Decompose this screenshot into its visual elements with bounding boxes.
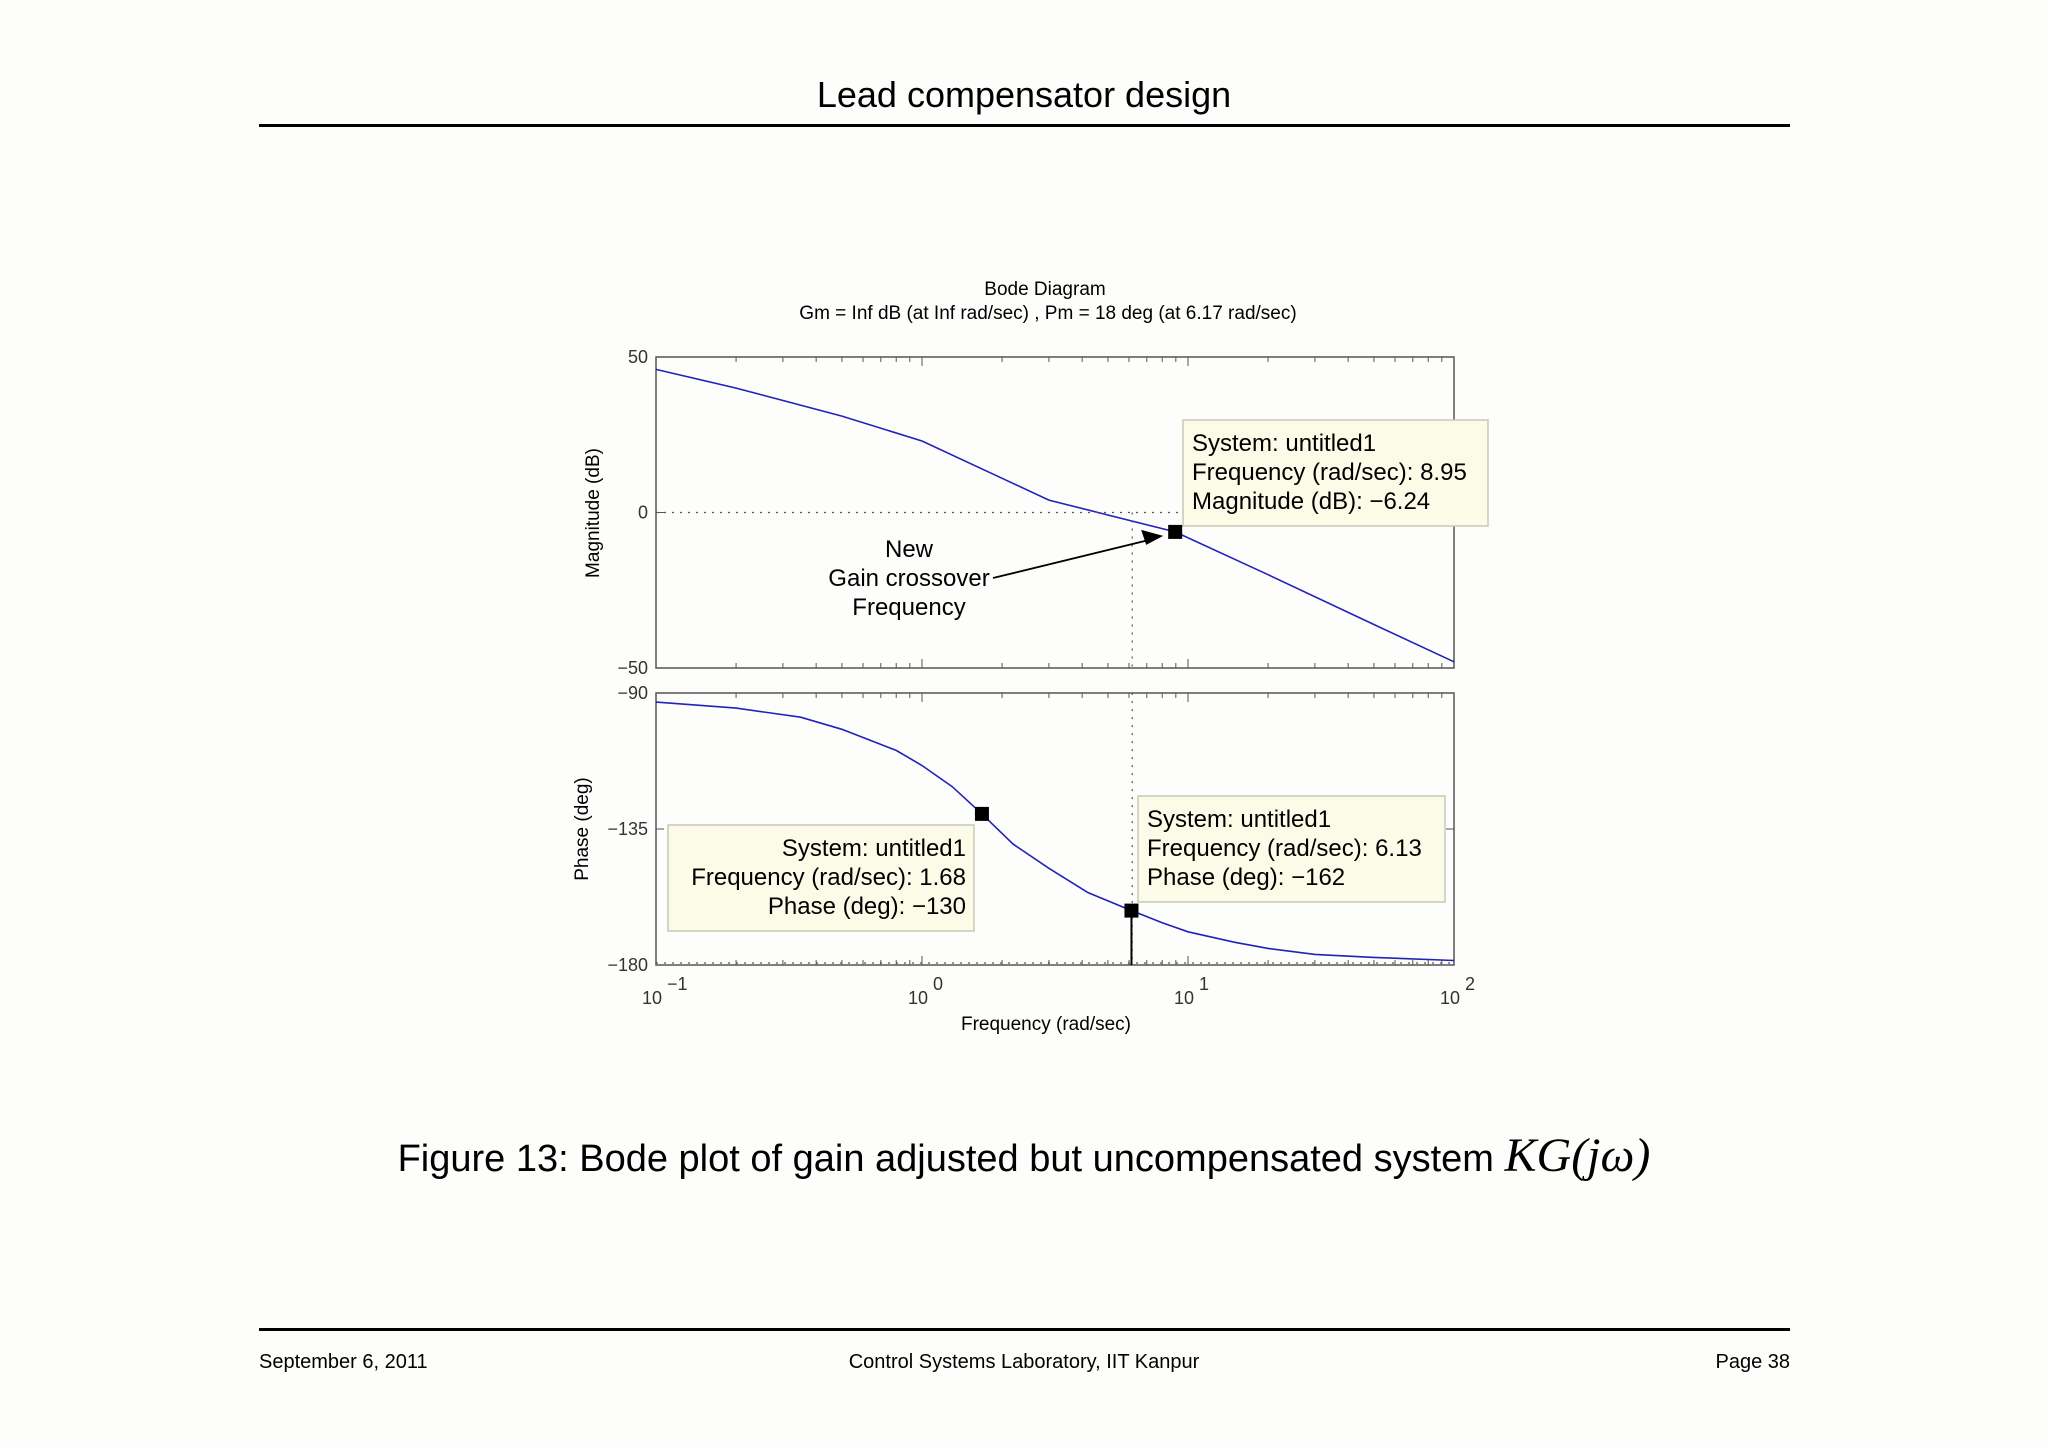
datatip-line: System: untitled1 bbox=[1192, 430, 1376, 457]
phase-y-tick-label: −90 bbox=[617, 683, 648, 703]
magnitude-y-tick-label: 50 bbox=[628, 347, 648, 367]
x-tick-label: 10 bbox=[642, 988, 662, 1008]
caption-math: KG(jω) bbox=[1504, 1129, 1651, 1182]
datatip-marker bbox=[1168, 524, 1183, 539]
datatip-line: Phase (deg): −130 bbox=[768, 893, 966, 920]
x-tick-exponent: 2 bbox=[1465, 974, 1475, 994]
datatip-line: Phase (deg): −162 bbox=[1147, 864, 1345, 891]
footer-lab: Control Systems Laboratory, IIT Kanpur bbox=[848, 1351, 1200, 1373]
x-axis-label: Frequency (rad/sec) bbox=[961, 1014, 1131, 1035]
datatip-marker bbox=[1124, 903, 1139, 918]
phase-y-tick-label: −135 bbox=[607, 819, 648, 839]
datatip-line: System: untitled1 bbox=[782, 835, 966, 862]
caption-text: Figure 13: Bode plot of gain adjusted bu… bbox=[397, 1138, 1494, 1180]
chart-subtitle: Gm = Inf dB (at Inf rad/sec) , Pm = 18 d… bbox=[799, 303, 1296, 324]
phase-series-line bbox=[655, 701, 1455, 962]
annotation-arrowhead bbox=[1141, 529, 1164, 545]
magnitude-y-tick-label: −50 bbox=[617, 658, 648, 678]
datatip-line: Frequency (rad/sec): 6.13 bbox=[1147, 835, 1422, 862]
datatip-line: Frequency (rad/sec): 1.68 bbox=[691, 864, 966, 891]
footer-date: September 6, 2011 bbox=[259, 1351, 428, 1373]
datatip-marker bbox=[974, 806, 989, 821]
annotation-arrow bbox=[992, 538, 1154, 579]
phase-y-tick-label: −180 bbox=[607, 955, 648, 975]
figure-caption: Figure 13: Bode plot of gain adjusted bu… bbox=[0, 1128, 2048, 1183]
chart-title: Bode Diagram bbox=[984, 279, 1105, 300]
magnitude-y-tick-label: 0 bbox=[638, 503, 648, 523]
slide-title: Lead compensator design bbox=[816, 74, 1232, 115]
header-rule bbox=[259, 124, 1790, 127]
x-tick-label: 10 bbox=[908, 988, 928, 1008]
x-tick-label: 10 bbox=[1440, 988, 1460, 1008]
datatip-box bbox=[1137, 795, 1446, 903]
magnitude-y-axis-label: Magnitude (dB) bbox=[583, 448, 604, 578]
footer-page: Page 38 bbox=[1715, 1351, 1790, 1373]
x-tick-label: 10 bbox=[1174, 988, 1194, 1008]
magnitude-series-line bbox=[655, 368, 1455, 663]
x-tick-exponent: −1 bbox=[667, 974, 688, 994]
datatip-box bbox=[1182, 419, 1489, 527]
footer-rule bbox=[259, 1328, 1790, 1331]
datatip-line: Magnitude (dB): −6.24 bbox=[1192, 488, 1430, 515]
x-tick-exponent: 1 bbox=[1199, 974, 1209, 994]
annotation-line: Frequency bbox=[852, 594, 965, 621]
datatip-box bbox=[667, 824, 975, 932]
annotation-line: New bbox=[885, 536, 934, 563]
datatip-line: Frequency (rad/sec): 8.95 bbox=[1192, 459, 1467, 486]
phase-y-axis-label: Phase (deg) bbox=[572, 777, 593, 881]
x-tick-exponent: 0 bbox=[933, 974, 943, 994]
datatip-line: System: untitled1 bbox=[1147, 806, 1331, 833]
annotation-line: Gain crossover bbox=[828, 565, 989, 592]
